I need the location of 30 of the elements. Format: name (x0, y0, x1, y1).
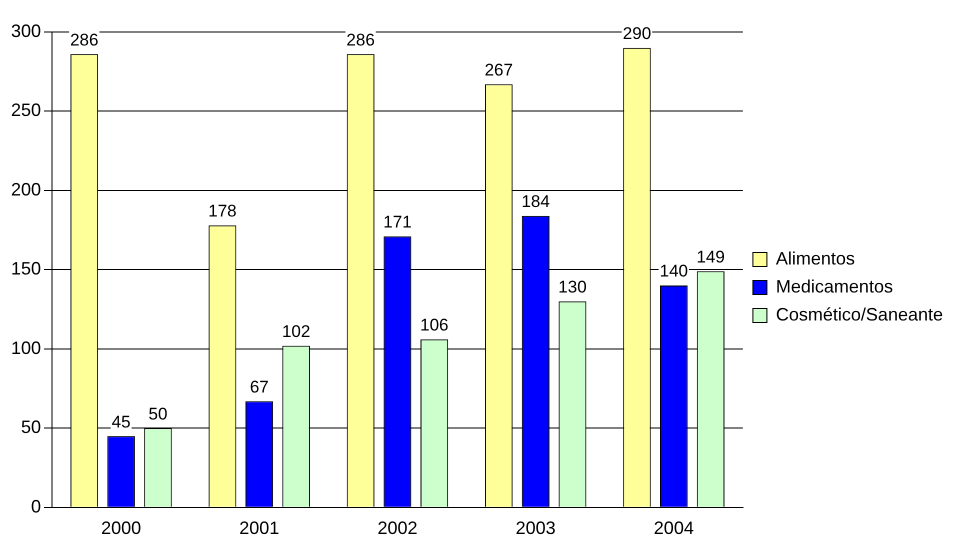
x-tick-label: 2004 (654, 518, 694, 538)
data-label: 50 (148, 404, 168, 424)
y-tick-label: 100 (10, 338, 42, 358)
legend-label: Alimentos (776, 248, 855, 268)
data-label: 106 (420, 316, 448, 335)
data-label: 184 (521, 192, 550, 212)
x-tick-label: 2003 (516, 518, 556, 538)
legend-label: Medicamentos (776, 276, 893, 296)
y-tick-label: 250 (10, 100, 42, 120)
data-label: 267 (484, 60, 513, 80)
data-label: 130 (558, 278, 587, 297)
y-tick-label: 300 (10, 20, 42, 41)
data-label: 45 (112, 412, 131, 432)
data-label: 140 (660, 262, 688, 281)
x-tick-label: 2000 (101, 518, 142, 538)
y-tick-label: 0 (31, 496, 42, 516)
x-tick-label: 2002 (377, 518, 418, 538)
data-label: 149 (696, 247, 725, 266)
y-tick-label: 200 (10, 179, 42, 200)
data-label: 171 (383, 212, 412, 232)
data-label: 286 (70, 30, 98, 50)
y-tick-label: 50 (21, 417, 42, 438)
data-label: 67 (250, 377, 269, 396)
data-label: 102 (282, 322, 310, 341)
legend-label: Cosmético/Saneante (776, 304, 944, 324)
x-tick-label: 2001 (239, 518, 280, 538)
data-label: 178 (208, 202, 237, 221)
y-tick-label: 150 (10, 258, 42, 279)
data-label: 290 (622, 24, 652, 44)
data-label: 286 (346, 30, 375, 50)
